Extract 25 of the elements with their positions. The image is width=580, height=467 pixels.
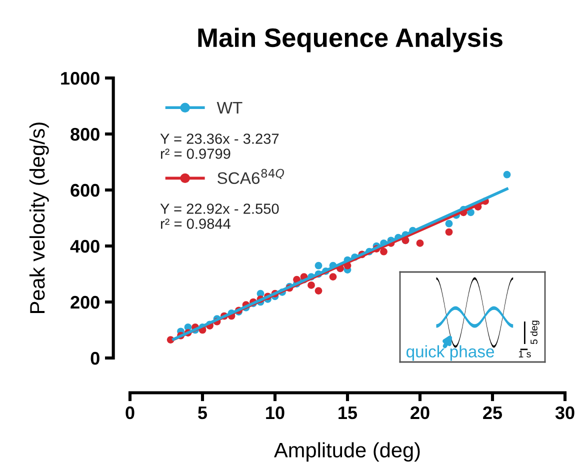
- annotation: r² = 0.9844: [160, 218, 231, 229]
- annotation: Y = 22.92x - 2.550: [160, 204, 279, 214]
- y-tick-label: 1000: [61, 72, 100, 85]
- x-tick-label: 10: [266, 406, 284, 420]
- annotation: r² = 0.9799: [160, 148, 230, 159]
- y-tick-label: 400: [70, 240, 100, 253]
- x-tick-label: 5: [198, 406, 208, 420]
- x-tick-label: 30: [555, 406, 574, 420]
- x-tick-label: 15: [338, 406, 358, 420]
- y-tick-label: 800: [70, 128, 100, 141]
- annotation: Y = 23.36x - 3.237: [160, 134, 279, 144]
- x-tick-label: 25: [483, 406, 502, 420]
- chart-title: Main Sequence Analysis: [198, 28, 502, 52]
- annotation: quick phase: [406, 345, 494, 361]
- annotation: 5 deg: [530, 320, 540, 344]
- y-axis-title: Peak velocity (deg/s): [29, 122, 49, 313]
- x-tick-label: 0: [126, 406, 134, 420]
- legend-label: WT: [216, 102, 242, 114]
- x-axis-title: Amplitude (deg): [274, 442, 420, 462]
- y-tick-label: 200: [70, 296, 100, 309]
- annotation: 1 s: [518, 350, 531, 358]
- x-tick-label: 20: [410, 406, 430, 420]
- legend-label: SCA6$^{84Q}$: [218, 168, 284, 184]
- y-tick-label: 600: [70, 184, 100, 197]
- y-tick-label: 0: [90, 352, 100, 365]
